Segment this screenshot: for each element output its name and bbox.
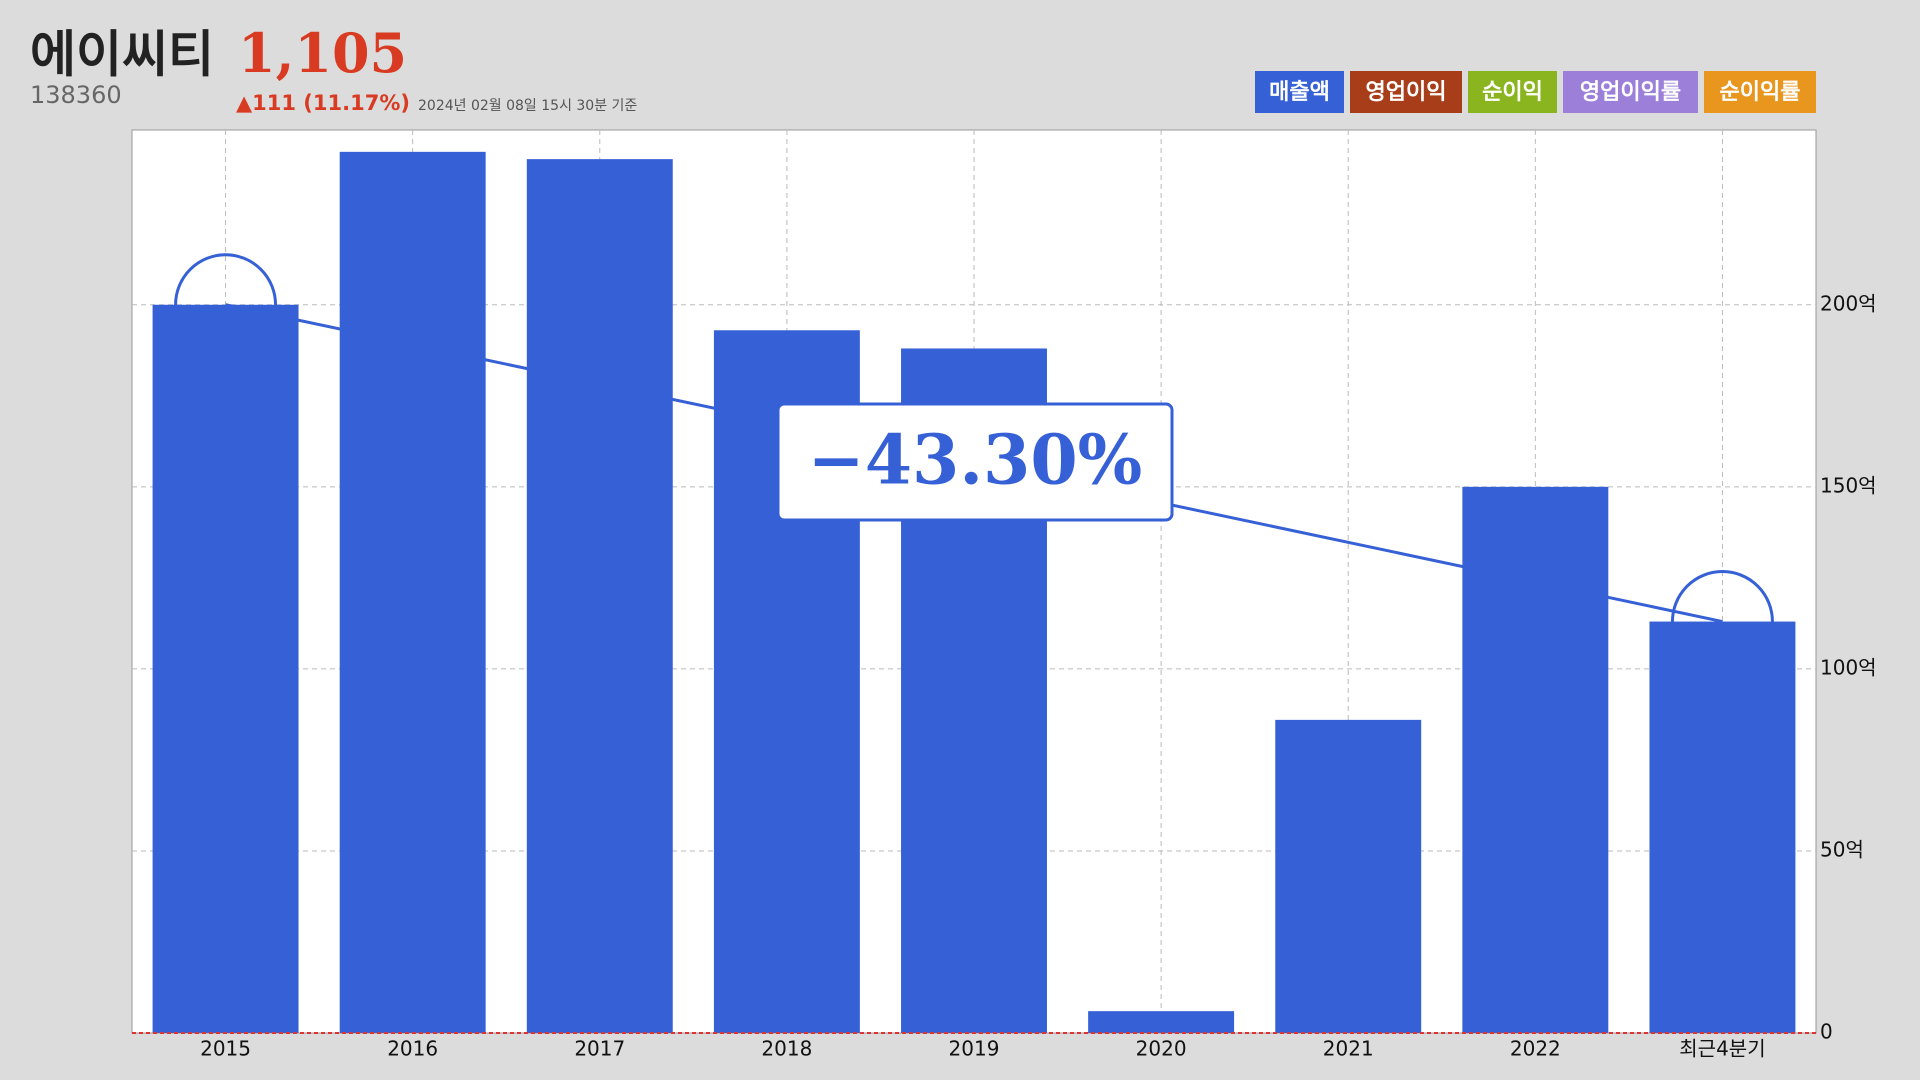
bar (526, 159, 673, 1033)
x-tick-label: 2018 (761, 1037, 812, 1061)
bar (1275, 719, 1422, 1033)
y-tick-label: 0 (1820, 1020, 1833, 1044)
bar (339, 151, 486, 1033)
legend-label[interactable]: 순이익 (1482, 80, 1543, 105)
bar (1088, 1011, 1235, 1033)
trend-start (174, 253, 278, 357)
x-tick-label: 2017 (574, 1037, 625, 1061)
legend-label[interactable]: 매출액 (1269, 80, 1330, 105)
annotation: −43.30% (808, 421, 1143, 501)
x-tick-label: 2019 (949, 1037, 1000, 1061)
x-tick-label: 2022 (1510, 1037, 1561, 1061)
y-tick-label: 150억 (1820, 473, 1877, 497)
x-tick-label: 최근4분기 (1679, 1037, 1765, 1061)
trend-end (1670, 570, 1774, 674)
legend-swatch[interactable] (1468, 71, 1557, 113)
legend-swatch[interactable] (1255, 71, 1344, 113)
price-change: ▲111 (11.17%) (236, 91, 410, 115)
bar (1649, 621, 1796, 1033)
legend-label[interactable]: 영업이익 (1366, 80, 1447, 105)
timestamp: 2024년 02월 08일 15시 30분 기준 (418, 98, 637, 114)
y-tick-label: 100억 (1820, 655, 1877, 679)
legend-swatch[interactable] (1350, 71, 1462, 113)
stock-code: 138360 (30, 81, 122, 109)
legend-swatch[interactable] (1563, 71, 1698, 113)
x-tick-label: 2020 (1136, 1037, 1187, 1061)
legend-swatch[interactable] (1704, 71, 1816, 113)
legend-label[interactable]: 순이익률 (1720, 80, 1801, 105)
annotation-box (776, 402, 1174, 522)
bar (1462, 486, 1609, 1033)
y-tick-label: 50억 (1820, 837, 1864, 861)
x-tick-label: 2015 (200, 1037, 251, 1061)
x-tick-label: 2016 (387, 1037, 438, 1061)
price: 1,105 (238, 21, 407, 85)
stock-name: 에이씨티 (30, 26, 214, 84)
bar (152, 304, 299, 1034)
x-tick-label: 2021 (1323, 1037, 1374, 1061)
legend-label[interactable]: 영업이익률 (1580, 80, 1681, 105)
overlay: −43.30% (132, 253, 1816, 1034)
y-tick-label: 200억 (1820, 291, 1877, 315)
